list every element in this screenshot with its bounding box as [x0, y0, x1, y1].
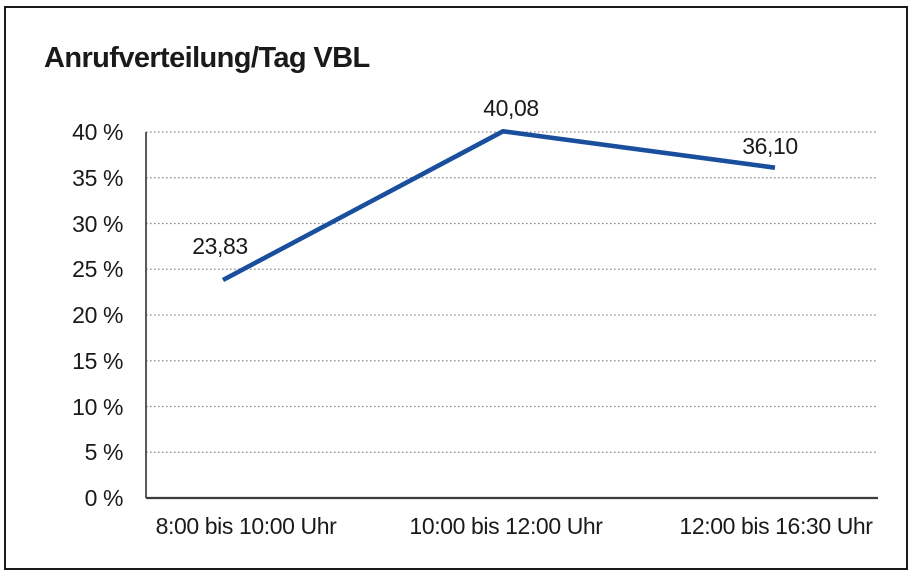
- x-axis-category-label: 10:00 bis 12:00 Uhr: [409, 513, 603, 539]
- y-axis-tick-label: 5 %: [84, 439, 124, 466]
- chart-title: Anrufverteilung/Tag VBL: [44, 42, 370, 74]
- y-axis-tick-label: 30 %: [72, 210, 123, 237]
- data-series-line: [221, 128, 776, 283]
- y-axis-tick-label: 25 %: [72, 256, 123, 283]
- data-point-label: 36,10: [742, 132, 798, 159]
- line-chart: [145, 128, 878, 500]
- x-axis-category-label: 8:00 bis 10:00 Uhr: [155, 513, 337, 539]
- y-axis-tick-label: 35 %: [72, 164, 123, 191]
- y-axis-tick-label: 40 %: [72, 119, 123, 145]
- chart-frame: Anrufverteilung/Tag VBL 0 % 5 % 10 % 15 % 20…: [4, 6, 908, 570]
- data-point-label: 40,08: [483, 95, 539, 122]
- y-axis-tick-label: 15 %: [72, 347, 123, 374]
- data-point-label: 23,83: [192, 232, 248, 259]
- x-axis-category-label: 12:00 bis 16:30 Uhr: [679, 513, 873, 539]
- y-axis-tick-label: 20 %: [72, 302, 123, 328]
- y-axis-tick-label: 10 %: [72, 393, 123, 420]
- y-axis-tick-label: 0 %: [84, 485, 124, 511]
